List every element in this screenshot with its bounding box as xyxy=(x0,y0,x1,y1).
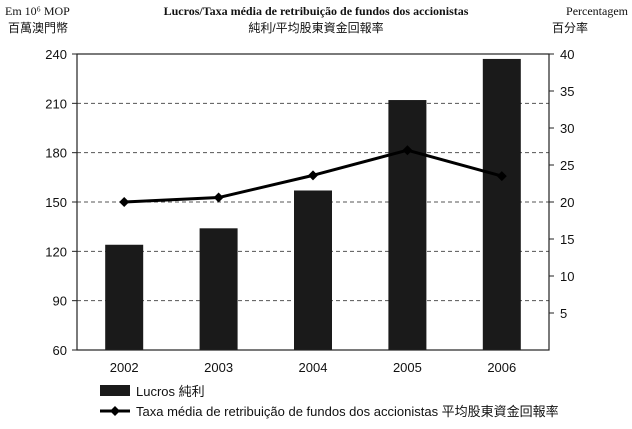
right-axis-tick-label: 20 xyxy=(560,195,574,210)
rate-point xyxy=(119,197,130,207)
x-axis-tick-label: 2005 xyxy=(393,360,422,375)
right-axis-tick-label: 40 xyxy=(560,47,574,62)
bar xyxy=(482,58,521,350)
x-axis-tick-label: 2003 xyxy=(204,360,233,375)
bar xyxy=(294,190,332,350)
right-axis-unit: Percentagem xyxy=(566,4,628,18)
legend-swatch-marker xyxy=(110,406,120,416)
x-axis-tick-label: 2004 xyxy=(299,360,328,375)
left-axis-tick-label: 90 xyxy=(53,294,67,309)
bar xyxy=(199,228,238,350)
x-axis-tick-label: 2006 xyxy=(487,360,516,375)
legend-label-bar: Lucros 純利 xyxy=(136,384,205,399)
left-axis-unit-chinese: 百萬澳門幣 xyxy=(8,21,69,35)
chart-title-chinese: 純利/平均股東資金回報率 xyxy=(248,21,384,35)
left-axis-tick-label: 180 xyxy=(45,146,67,161)
rate-point xyxy=(402,145,413,156)
rate-point xyxy=(213,192,224,203)
left-axis-tick-label: 120 xyxy=(45,244,67,259)
right-axis-tick-label: 30 xyxy=(560,121,574,136)
left-axis-tick-label: 240 xyxy=(45,47,67,62)
legend-swatch-bar xyxy=(100,385,130,396)
chart-title: Lucros/Taxa média de retribuição de fund… xyxy=(163,4,469,18)
rate-point xyxy=(308,170,318,181)
right-axis-tick-label: 15 xyxy=(560,232,574,247)
left-axis-tick-label: 150 xyxy=(45,195,67,210)
right-axis-tick-label: 10 xyxy=(560,269,574,284)
legend-label-line: Taxa média de retribuição de fundos dos … xyxy=(136,404,559,419)
left-axis-tick-label: 210 xyxy=(45,96,67,111)
bar xyxy=(105,244,144,350)
rate-point xyxy=(496,171,507,182)
bar xyxy=(388,100,427,351)
x-axis-tick-label: 2002 xyxy=(110,360,139,375)
right-axis-tick-label: 5 xyxy=(560,306,567,321)
right-axis-tick-label: 25 xyxy=(560,158,574,173)
right-axis-unit-chinese: 百分率 xyxy=(552,21,589,35)
left-axis-tick-label: 60 xyxy=(53,343,67,358)
left-axis-unit: Em 10⁶ MOP xyxy=(5,4,70,18)
right-axis-tick-label: 35 xyxy=(560,84,574,99)
